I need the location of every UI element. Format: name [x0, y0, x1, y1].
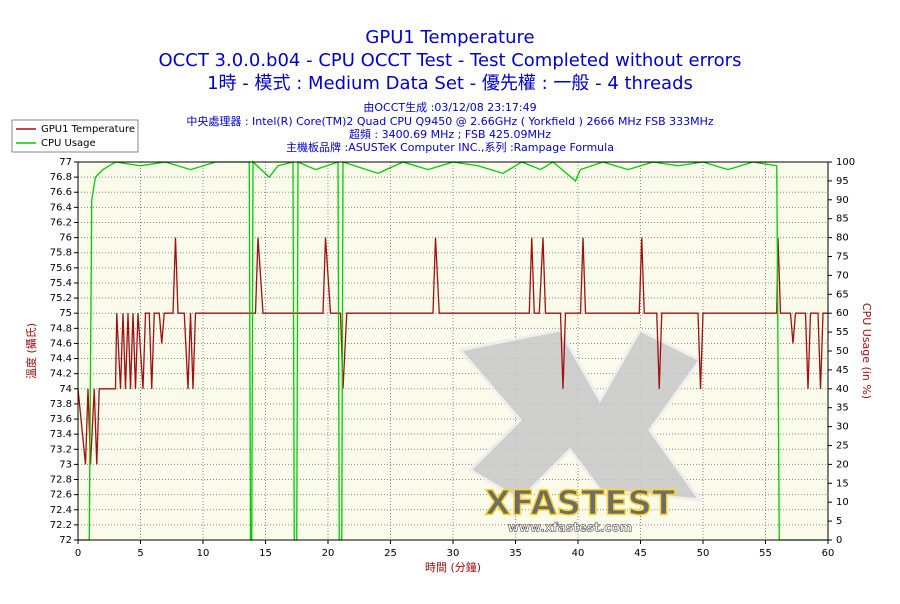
- y-tick-label: 72.2: [50, 520, 72, 531]
- y2-tick-label: 25: [836, 441, 849, 452]
- info-line: 中央處理器 : Intel(R) Core(TM)2 Quad CPU Q945…: [186, 114, 714, 128]
- y-tick-label: 73.6: [50, 414, 72, 425]
- watermark-url: www.xfastest.com: [508, 521, 632, 535]
- y-tick-label: 73.8: [50, 399, 72, 410]
- info-line: 主機板品牌 :ASUSTeK Computer INC.,系列 :Rampage…: [286, 140, 614, 154]
- y2-tick-label: 40: [836, 384, 849, 395]
- y-tick-label: 74.6: [50, 338, 72, 349]
- chart-subtitle: 1時 - 模式 : Medium Data Set - 優先權 : 一般 - 4…: [207, 73, 693, 94]
- y2-tick-label: 10: [836, 497, 849, 508]
- x-tick-label: 5: [137, 548, 143, 559]
- y2-tick-label: 65: [836, 289, 849, 300]
- y2-tick-label: 100: [836, 157, 855, 168]
- y-axis-label: 溫度 (攝氏): [24, 323, 38, 379]
- y2-tick-label: 30: [836, 422, 849, 433]
- y2-tick-label: 70: [836, 270, 849, 281]
- y-tick-label: 73.4: [50, 429, 72, 440]
- x-tick-label: 50: [697, 548, 710, 559]
- chart-title: GPU1 Temperature: [365, 27, 534, 48]
- y-tick-label: 73: [59, 459, 72, 470]
- y-tick-label: 75: [59, 308, 72, 319]
- y-tick-label: 76.6: [50, 187, 72, 198]
- y-tick-label: 72.4: [50, 505, 72, 516]
- plot-frame: [77, 161, 829, 541]
- x-tick-label: 40: [572, 548, 585, 559]
- x-tick-label: 20: [322, 548, 335, 559]
- y-tick-label: 75.8: [50, 248, 72, 259]
- y2-tick-label: 80: [836, 233, 849, 244]
- y2-tick-label: 35: [836, 403, 849, 414]
- x-tick-label: 55: [759, 548, 772, 559]
- y2-tick-label: 60: [836, 308, 849, 319]
- y-tick-label: 76.2: [50, 217, 72, 228]
- y2-tick-label: 5: [836, 516, 842, 527]
- x-tick-label: 30: [447, 548, 460, 559]
- y2-tick-label: 95: [836, 176, 849, 187]
- watermark-logo: XFASTEST: [485, 484, 676, 524]
- legend-label: CPU Usage: [41, 138, 96, 149]
- y-tick-label: 74.4: [50, 354, 72, 365]
- y2-tick-label: 55: [836, 327, 849, 338]
- y2-tick-label: 45: [836, 365, 849, 376]
- y-tick-label: 75.2: [50, 293, 72, 304]
- y-tick-label: 73.2: [50, 444, 72, 455]
- x-axis-label: 時間 (分鐘): [425, 560, 481, 574]
- legend-label: GPU1 Temperature: [41, 124, 135, 135]
- y-tick-label: 74: [59, 384, 72, 395]
- x-tick-label: 60: [822, 548, 835, 559]
- data-line: [77, 237, 828, 465]
- y-tick-label: 74.2: [50, 369, 72, 380]
- y-tick-label: 76.8: [50, 172, 72, 183]
- legend: [11, 119, 139, 153]
- y-tick-label: 72: [59, 535, 72, 546]
- x-tick-label: 45: [634, 548, 647, 559]
- info-line: 由OCCT生成 :03/12/08 23:17:49: [363, 100, 536, 114]
- chart-subtitle: OCCT 3.0.0.b04 - CPU OCCT Test - Test Co…: [159, 50, 742, 71]
- x-tick-label: 15: [259, 548, 272, 559]
- y-tick-label: 76.4: [50, 202, 72, 213]
- y-tick-label: 77: [59, 157, 72, 168]
- y2-axis-label: CPU Usage (in %): [860, 303, 873, 399]
- y2-tick-label: 0: [836, 535, 842, 546]
- x-tick-label: 35: [509, 548, 522, 559]
- y-tick-label: 74.8: [50, 323, 72, 334]
- y2-tick-label: 85: [836, 214, 849, 225]
- y-tick-label: 75.4: [50, 278, 72, 289]
- x-tick-label: 25: [384, 548, 397, 559]
- x-tick-label: 0: [75, 548, 81, 559]
- y-tick-label: 72.8: [50, 475, 72, 486]
- x-tick-label: 10: [197, 548, 210, 559]
- y-tick-label: 72.6: [50, 490, 72, 501]
- watermark: XFASTEST www.xfastest.com: [457, 328, 704, 535]
- y2-tick-label: 90: [836, 195, 849, 206]
- info-line: 超頻 : 3400.69 MHz ; FSB 425.09MHz: [349, 127, 551, 141]
- y-tick-label: 76: [59, 233, 72, 244]
- y2-tick-label: 20: [836, 459, 849, 470]
- y2-tick-label: 50: [836, 346, 849, 357]
- watermark-shape: [457, 328, 704, 502]
- y-tick-label: 75.6: [50, 263, 72, 274]
- y2-tick-label: 75: [836, 252, 849, 263]
- y2-tick-label: 15: [836, 478, 849, 489]
